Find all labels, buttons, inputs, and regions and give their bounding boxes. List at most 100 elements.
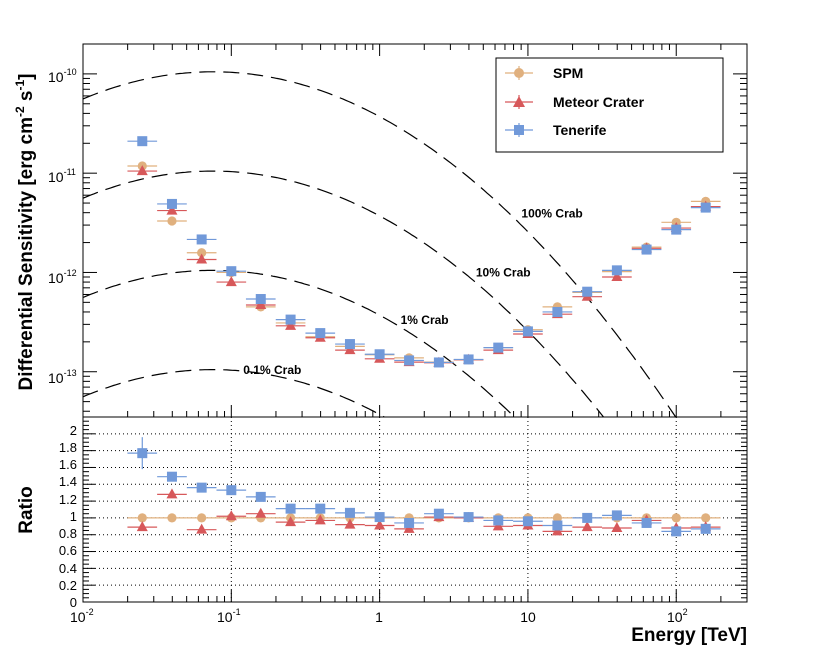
marker-tenerife	[641, 244, 652, 255]
legend-label-meteor-crater: Meteor Crater	[553, 94, 645, 110]
ratio-ytick-1.4: 1.4	[59, 474, 77, 489]
ytick-label-1e-12: 10-12	[48, 268, 77, 286]
marker-meteor-crater	[611, 270, 623, 281]
marker-meteor-crater	[374, 519, 386, 530]
crab-curve-0	[83, 71, 677, 417]
marker-tenerife	[671, 526, 682, 537]
marker-tenerife	[315, 328, 326, 339]
crab-curve-3	[83, 369, 386, 417]
point-meteor-crater	[305, 514, 336, 525]
point-tenerife	[602, 510, 632, 521]
marker-tenerife	[522, 326, 533, 337]
crab-reference-curves	[83, 71, 677, 417]
marker-tenerife	[552, 306, 563, 317]
marker-spm	[197, 248, 207, 258]
x-axis-title: Energy [TeV]	[631, 625, 747, 646]
point-meteor-crater	[275, 516, 306, 527]
point-tenerife	[127, 437, 158, 470]
point-tenerife	[394, 355, 424, 366]
marker-tenerife	[226, 266, 237, 277]
point-spm	[157, 513, 187, 523]
point-tenerife	[572, 512, 603, 523]
point-tenerife	[483, 342, 514, 353]
marker-meteor-crater	[196, 523, 208, 534]
point-meteor-crater	[245, 507, 276, 518]
xtick-label-1: 1	[375, 609, 383, 625]
marker-tenerife	[315, 503, 326, 514]
point-tenerife	[275, 314, 306, 325]
top-axes	[82, 43, 748, 417]
xtick-label-10: 10	[520, 609, 536, 625]
legend-box	[495, 57, 724, 153]
marker-tenerife	[404, 517, 415, 528]
ratio-ytick-2: 2	[70, 423, 77, 438]
point-tenerife	[335, 339, 365, 350]
point-tenerife	[690, 202, 721, 213]
xtick-label-1e-1: 10-1	[217, 607, 241, 625]
point-tenerife	[157, 198, 187, 209]
marker-tenerife	[611, 265, 622, 276]
point-meteor-crater	[602, 270, 632, 281]
point-spm	[186, 248, 217, 258]
point-spm	[186, 513, 217, 523]
marker-tenerife	[700, 202, 711, 213]
point-tenerife	[186, 234, 217, 245]
marker-tenerife	[226, 485, 237, 496]
marker-tenerife	[344, 339, 355, 350]
marker-tenerife	[463, 512, 474, 523]
marker-tenerife	[404, 355, 415, 366]
point-meteor-crater	[275, 319, 306, 330]
point-tenerife	[424, 357, 454, 368]
marker-meteor-crater	[255, 507, 267, 518]
marker-tenerife	[255, 491, 266, 502]
point-tenerife	[216, 485, 247, 496]
crab-curve-label-1: 10% Crab	[476, 266, 531, 280]
point-tenerife	[157, 471, 187, 482]
point-meteor-crater	[157, 204, 187, 215]
legend-marker-meteor-crater	[513, 96, 525, 107]
marker-meteor-crater	[285, 516, 297, 527]
point-tenerife	[275, 503, 306, 514]
legend-label-spm: SPM	[553, 65, 583, 81]
marker-spm	[701, 513, 711, 523]
bottom-panel-frame	[82, 416, 748, 603]
marker-meteor-crater	[136, 165, 148, 176]
legend-marker-tenerife	[514, 125, 524, 135]
crab-curve-1	[83, 170, 605, 417]
marker-meteor-crater	[225, 510, 237, 521]
point-spm	[157, 216, 187, 226]
marker-tenerife	[463, 354, 474, 365]
point-meteor-crater	[216, 276, 247, 287]
marker-spm	[167, 513, 177, 523]
marker-spm	[137, 513, 147, 523]
ytick-label-1e-13: 10-13	[48, 368, 77, 386]
legend-entry-tenerife: Tenerife	[505, 122, 607, 138]
marker-tenerife	[700, 523, 711, 534]
marker-meteor-crater	[136, 521, 148, 532]
ratio-points	[127, 437, 721, 537]
marker-tenerife	[137, 448, 148, 459]
ratio-ytick-0.6: 0.6	[59, 543, 77, 558]
marker-spm	[671, 513, 681, 523]
ratio-ytick-0.4: 0.4	[59, 561, 77, 576]
ratio-ytick-0: 0	[70, 595, 77, 610]
ratio-ytick-0.8: 0.8	[59, 526, 77, 541]
point-meteor-crater	[127, 165, 158, 176]
marker-tenerife	[374, 512, 385, 523]
crab-curve-label-2: 1% Crab	[401, 313, 449, 327]
marker-meteor-crater	[581, 521, 593, 532]
point-tenerife	[631, 517, 662, 528]
crab-curve-labels: 100% Crab 10% Crab 1% Crab 0.1% Crab	[243, 207, 582, 378]
point-tenerife	[690, 523, 721, 534]
point-tenerife	[572, 286, 603, 297]
marker-spm	[552, 513, 562, 523]
marker-tenerife	[285, 314, 296, 325]
marker-tenerife	[285, 503, 296, 514]
marker-meteor-crater	[196, 253, 208, 264]
marker-tenerife	[196, 234, 207, 245]
ratio-grid	[83, 417, 747, 602]
legend-entry-meteor-crater: Meteor Crater	[505, 94, 645, 110]
marker-tenerife	[166, 471, 177, 482]
marker-meteor-crater	[314, 514, 326, 525]
